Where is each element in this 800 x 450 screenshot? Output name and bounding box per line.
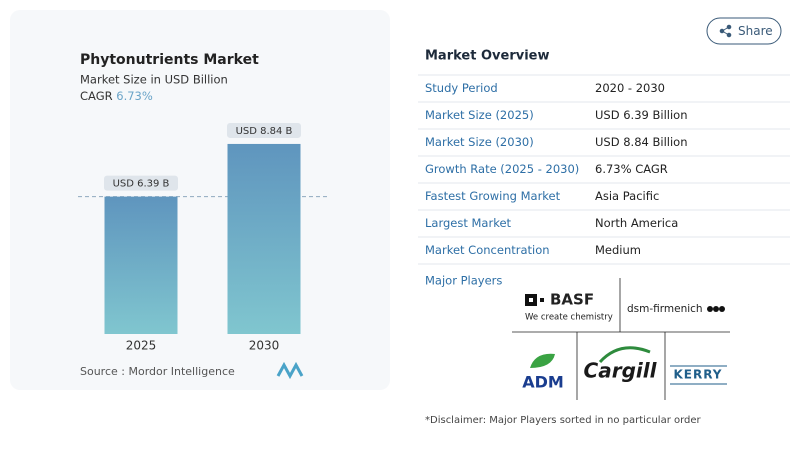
row-label: Study Period	[425, 81, 498, 95]
cagr-value: 6.73%	[116, 89, 153, 103]
plot: USD 6.39 B 2025 USD 8.84 B 2030	[78, 122, 330, 353]
disclaimer: *Disclaimer: Major Players sorted in no …	[425, 415, 702, 426]
players-title: Major Players	[425, 274, 502, 288]
logo-grid	[512, 278, 730, 400]
share-icon	[719, 24, 732, 38]
value-label: USD 6.39 B	[113, 179, 170, 190]
row-label: Fastest Growing Market	[425, 189, 561, 203]
logo-basf: BASF We create chemistry	[525, 291, 613, 323]
basf-name: BASF	[550, 291, 594, 309]
logo-cargill: Cargill	[584, 346, 658, 383]
dsm-name: dsm-firmenich	[627, 303, 703, 315]
chart-title: Phytonutrients Market	[80, 52, 259, 68]
brand-logo	[276, 361, 304, 380]
row-value: North America	[595, 216, 678, 230]
row-label: Market Concentration	[425, 243, 550, 257]
share-button-bg[interactable]	[706, 17, 782, 45]
logo-dsm: dsm-firmenich	[627, 303, 725, 315]
row-value: USD 8.84 Billion	[595, 135, 687, 149]
share-label[interactable]: Share	[738, 24, 773, 38]
kerry-name: KERRY	[673, 368, 722, 382]
logo-kerry: KERRY	[670, 365, 727, 385]
x-tick-label: 2025	[126, 339, 157, 353]
value-label-bg	[227, 122, 301, 138]
cagr-label: CAGR	[80, 89, 113, 103]
row-value: 6.73% CAGR	[595, 162, 668, 176]
source: Source : Mordor Intelligence	[80, 365, 235, 378]
row-label: Growth Rate (2025 - 2030)	[425, 162, 579, 176]
row-label: Largest Market	[425, 216, 512, 230]
value-label-bg	[104, 175, 178, 191]
share-button[interactable]: Share	[706, 17, 782, 45]
cagr-line: CAGR 6.73%	[80, 89, 153, 103]
cargill-name: Cargill	[584, 359, 658, 383]
bar	[227, 143, 301, 334]
value-label: USD 8.84 B	[236, 126, 293, 137]
row-value: 2020 - 2030	[595, 81, 665, 95]
overview-table: Study Period 2020 - 2030 Market Size (2025…	[418, 74, 790, 265]
row-value: Asia Pacific	[595, 189, 659, 203]
row-label: Market Size (2025)	[425, 108, 534, 122]
row-value: Medium	[595, 243, 641, 257]
bar	[104, 196, 178, 334]
row-value: USD 6.39 Billion	[595, 108, 687, 122]
logo-adm: ADM	[522, 353, 564, 392]
chart-subtitle: Market Size in USD Billion	[80, 73, 228, 87]
basf-tagline: We create chemistry	[525, 313, 613, 323]
adm-name: ADM	[522, 373, 564, 392]
x-tick-label: 2030	[249, 339, 280, 353]
overview-title: Market Overview	[425, 49, 549, 64]
row-label: Market Size (2030)	[425, 135, 534, 149]
